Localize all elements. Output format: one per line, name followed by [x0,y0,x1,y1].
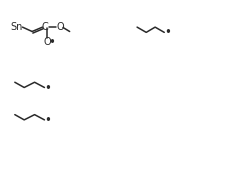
Text: •: • [44,82,51,95]
Text: •: • [48,36,55,49]
Text: Sn: Sn [11,22,23,32]
Text: O: O [57,22,64,33]
Text: •: • [164,26,171,39]
Text: O: O [43,37,51,47]
Text: •: • [44,114,51,127]
Text: C: C [41,22,48,33]
